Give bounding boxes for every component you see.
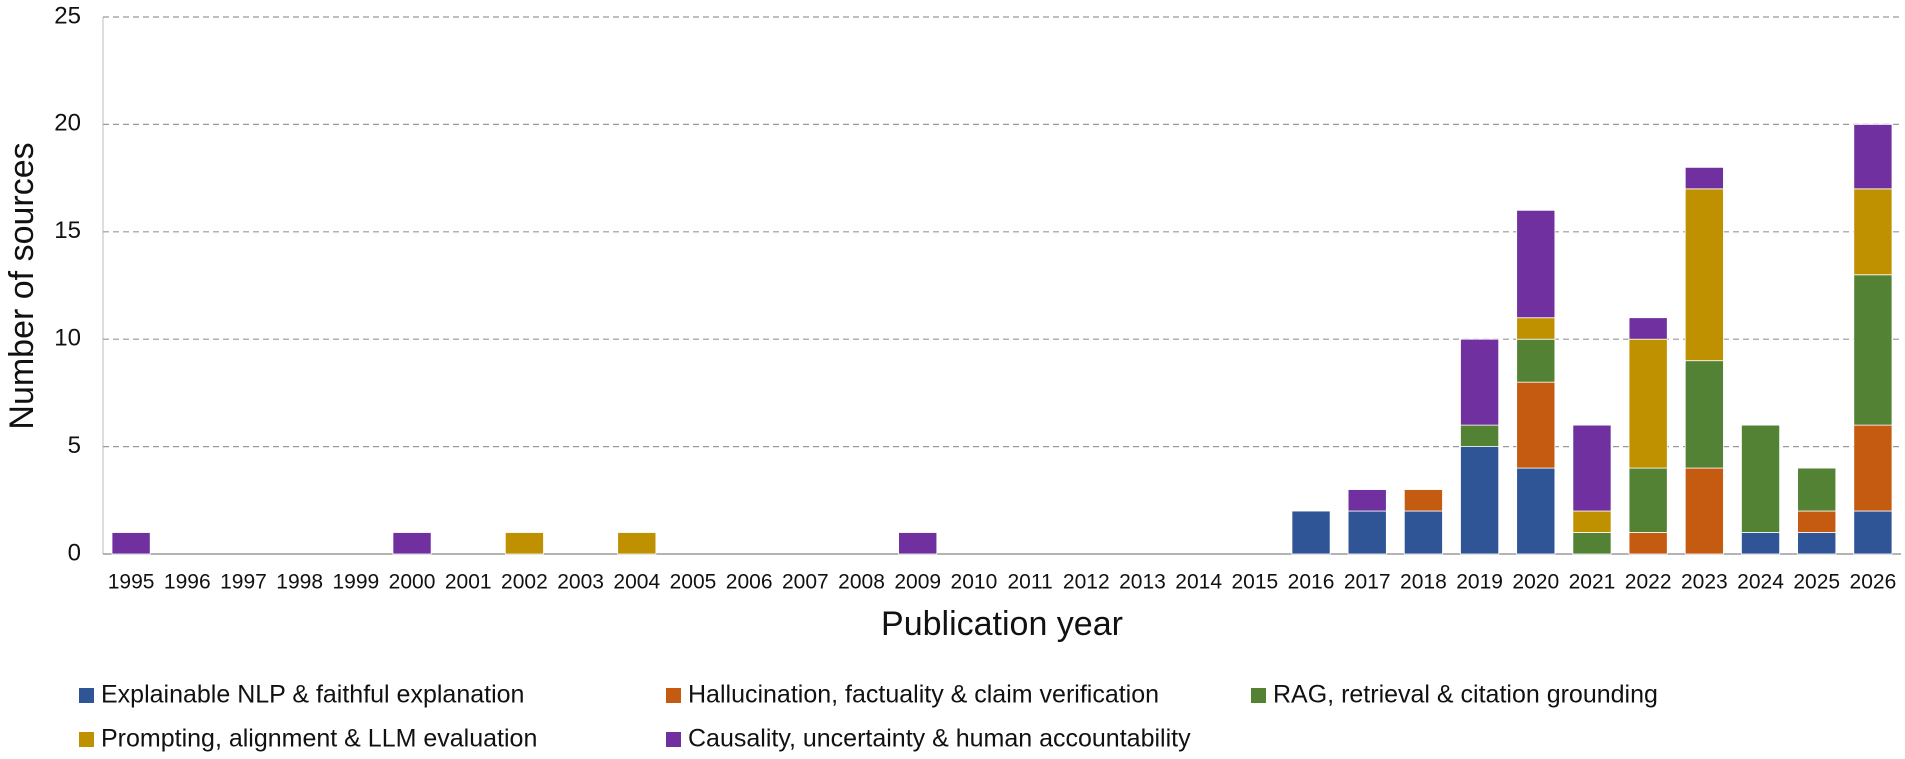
bar-segment (392, 532, 432, 555)
bar-segment (1347, 510, 1387, 555)
bar-segment (1516, 317, 1556, 340)
legend-swatch (666, 688, 681, 703)
x-tick-label: 2007 (782, 571, 829, 594)
x-tick-label: 2024 (1737, 571, 1784, 594)
x-tick-label: 2006 (726, 571, 773, 594)
legend-label: RAG, retrieval & citation grounding (1273, 681, 1658, 709)
legend-label: Explainable NLP & faithful explanation (101, 681, 524, 709)
x-tick-label: 2009 (894, 571, 941, 594)
x-tick-label: 2020 (1512, 571, 1559, 594)
x-tick-label: 2010 (951, 571, 998, 594)
x-tick-label: 2013 (1119, 571, 1166, 594)
legend-swatch (666, 732, 681, 747)
bar-segment (1628, 467, 1668, 533)
bar-segment (1797, 510, 1837, 533)
x-axis-title: Publication year (881, 605, 1123, 643)
y-tick-label: 25 (54, 2, 81, 29)
x-tick-label: 1996 (164, 571, 211, 594)
x-tick-label: 2016 (1288, 571, 1335, 594)
x-tick-label: 2014 (1175, 571, 1222, 594)
bar-segment (1460, 338, 1500, 426)
x-tick-label: 2018 (1400, 571, 1447, 594)
bar-segment (1853, 510, 1893, 555)
y-tick-label: 10 (54, 325, 81, 352)
bar-segment (1853, 124, 1893, 190)
x-tick-label: 2015 (1231, 571, 1278, 594)
bar-segment (111, 532, 151, 555)
bar-segment (1741, 532, 1781, 555)
x-tick-label: 2002 (501, 571, 548, 594)
bar-segment (1516, 338, 1556, 383)
bar-segment (1797, 532, 1837, 555)
x-tick-label: 2004 (613, 571, 660, 594)
x-tick-label: 2021 (1569, 571, 1616, 594)
bar-segment (1684, 467, 1724, 555)
legend-label: Causality, uncertainty & human accountab… (688, 725, 1191, 753)
bar-segment (1797, 467, 1837, 512)
y-axis-title: Number of sources (3, 142, 41, 429)
bar-segment (1684, 166, 1724, 190)
bar-segment (1460, 446, 1500, 555)
x-tick-label: 1999 (332, 571, 379, 594)
bar-segment (1347, 489, 1387, 512)
x-tick-label: 2012 (1063, 571, 1110, 594)
y-tick-label: 0 (68, 539, 81, 566)
bar-segment (1628, 532, 1668, 555)
x-tick-label: 2025 (1793, 571, 1840, 594)
legend-swatch (1251, 688, 1266, 703)
x-tick-label: 2026 (1850, 571, 1897, 594)
bar-segment (1853, 424, 1893, 512)
y-tick-label: 20 (54, 110, 81, 137)
x-tick-label: 2019 (1456, 571, 1503, 594)
x-tick-label: 1997 (220, 571, 267, 594)
bar-segment (1403, 510, 1443, 555)
bar-segment (1460, 424, 1500, 447)
x-tick-label: 2017 (1344, 571, 1391, 594)
x-tick-label: 2023 (1681, 571, 1728, 594)
legend-swatch (79, 688, 94, 703)
bar-segment (1572, 532, 1612, 555)
bar-segment (1516, 209, 1556, 319)
y-tick-label: 15 (54, 217, 81, 244)
bar-segment (1853, 274, 1893, 426)
bar-segment (1853, 188, 1893, 276)
x-tick-label: 2022 (1625, 571, 1672, 594)
x-tick-label: 2011 (1008, 571, 1053, 594)
bar-segment (1684, 360, 1724, 469)
x-tick-label: 2008 (838, 571, 885, 594)
x-tick-label: 1998 (276, 571, 323, 594)
bar-segment (1291, 510, 1331, 555)
y-tick-label: 5 (68, 432, 81, 459)
x-tick-label: 2003 (557, 571, 604, 594)
bar-segment (1684, 188, 1724, 362)
legend-label: Prompting, alignment & LLM evaluation (101, 725, 537, 753)
bar-segment (504, 532, 544, 555)
bar-segment (617, 532, 657, 555)
bar-segment (1516, 381, 1556, 469)
bar-segment (1572, 510, 1612, 533)
x-tick-label: 2000 (389, 571, 436, 594)
bar-segment (1741, 424, 1781, 533)
legend-swatch (79, 732, 94, 747)
bar-segment (898, 532, 938, 555)
x-tick-label: 2001 (445, 571, 492, 594)
x-tick-label: 2005 (670, 571, 717, 594)
legend-label: Hallucination, factuality & claim verifi… (688, 681, 1159, 709)
bar-segment (1628, 317, 1668, 340)
bar-segment (1628, 338, 1668, 469)
x-tick-label: 1995 (108, 571, 155, 594)
bar-segment (1403, 489, 1443, 512)
bar-segment (1572, 424, 1612, 512)
bar-segment (1516, 467, 1556, 555)
